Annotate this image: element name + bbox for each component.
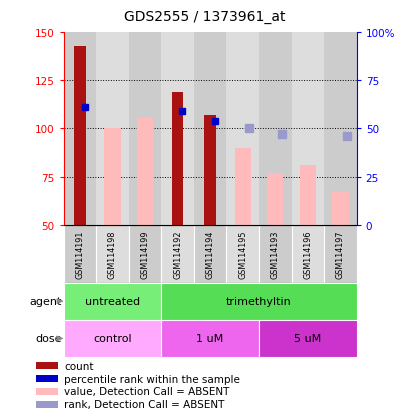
Bar (161, 283, 356, 320)
Bar (161, 320, 258, 357)
Bar (193, 33, 226, 225)
Text: rank, Detection Call = ABSENT: rank, Detection Call = ABSENT (64, 399, 224, 409)
Bar (36, 375, 58, 382)
Bar (331, 192, 348, 225)
Text: GSM114191: GSM114191 (75, 230, 84, 278)
Bar (267, 173, 283, 225)
Bar (63, 283, 161, 320)
Bar (324, 33, 356, 225)
Bar (324, 225, 356, 283)
Text: GSM114198: GSM114198 (108, 230, 117, 278)
Text: GSM114192: GSM114192 (173, 230, 182, 278)
Bar (96, 33, 128, 225)
Text: untreated: untreated (85, 297, 139, 306)
Text: value, Detection Call = ABSENT: value, Detection Call = ABSENT (64, 387, 229, 396)
Bar (193, 225, 226, 283)
Text: GSM114195: GSM114195 (238, 230, 247, 278)
Bar (36, 388, 58, 395)
Text: agent: agent (29, 297, 62, 306)
Text: GDS2555 / 1373961_at: GDS2555 / 1373961_at (124, 10, 285, 24)
Bar (226, 33, 258, 225)
Bar (96, 225, 128, 283)
Bar (258, 320, 356, 357)
Bar (258, 225, 291, 283)
Text: control: control (93, 334, 131, 344)
Bar (226, 225, 258, 283)
Bar (36, 363, 58, 369)
Bar (137, 118, 153, 225)
Text: GSM114197: GSM114197 (335, 230, 344, 278)
Bar (234, 148, 250, 225)
Bar (63, 320, 161, 357)
Bar (63, 33, 96, 225)
Bar (161, 225, 193, 283)
Bar (128, 33, 161, 225)
Bar (74, 47, 85, 225)
Text: 1 uM: 1 uM (196, 334, 223, 344)
Bar (36, 401, 58, 408)
Bar (161, 33, 193, 225)
Text: GSM114199: GSM114199 (140, 230, 149, 278)
Bar (258, 33, 291, 225)
Bar (63, 225, 96, 283)
Bar (128, 225, 161, 283)
Bar (291, 225, 324, 283)
Bar (204, 116, 215, 225)
Text: GSM114193: GSM114193 (270, 230, 279, 278)
Text: 5 uM: 5 uM (294, 334, 321, 344)
Text: trimethyltin: trimethyltin (225, 297, 291, 306)
Bar (299, 166, 315, 225)
Bar (104, 129, 120, 225)
Bar (291, 33, 324, 225)
Bar (171, 93, 183, 225)
Text: percentile rank within the sample: percentile rank within the sample (64, 374, 240, 384)
Text: count: count (64, 361, 94, 371)
Text: GSM114196: GSM114196 (303, 230, 312, 278)
Text: dose: dose (35, 334, 62, 344)
Text: GSM114194: GSM114194 (205, 230, 214, 278)
